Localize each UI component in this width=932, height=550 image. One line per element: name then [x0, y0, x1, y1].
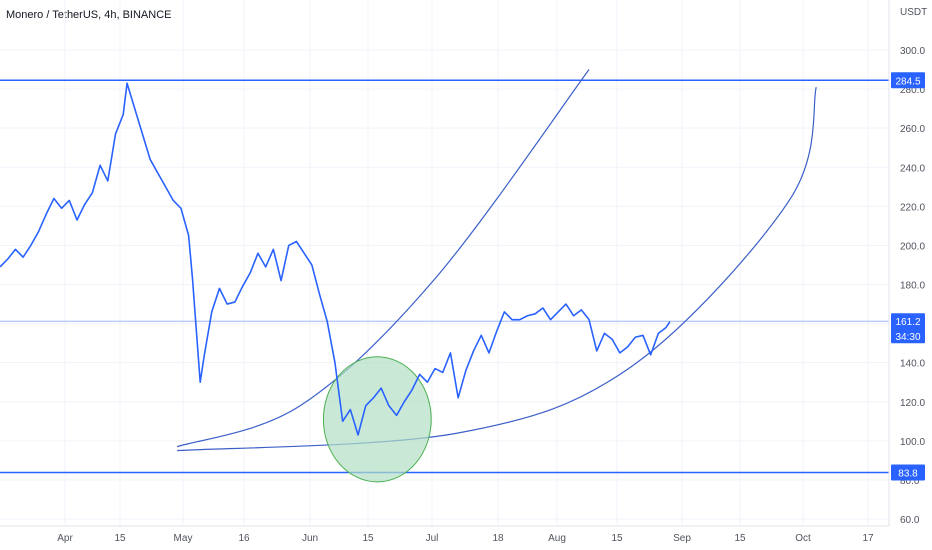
parabolic-curve — [177, 86, 817, 452]
x-tick-label: Jul — [426, 533, 439, 544]
x-tick-label: 15 — [611, 533, 623, 544]
y-tick-label: 200.0 — [900, 241, 925, 252]
currency-label: USDT — [900, 7, 927, 18]
countdown-text: 34:30 — [895, 332, 920, 343]
chart-title: Monero / TetherUS, 4h, BINANCE — [6, 9, 172, 21]
y-tick-label: 80.0 — [900, 476, 920, 487]
last-price-badge-text: 161.2 — [895, 317, 920, 328]
highlight-ellipse — [322, 356, 432, 483]
x-tick-label: Apr — [57, 533, 73, 544]
y-tick-label: 240.0 — [900, 163, 925, 174]
y-tick-label: 60.0 — [900, 515, 920, 526]
y-tick-label: 140.0 — [900, 359, 925, 370]
price-badges: 284.5 83.8 161.2 34:30 — [891, 72, 925, 481]
x-tick-label: Jun — [302, 533, 318, 544]
x-tick-label: Sep — [673, 533, 691, 544]
price-line — [0, 82, 671, 436]
x-tick-label: Aug — [548, 533, 566, 544]
y-tick-label: 120.0 — [900, 398, 925, 409]
y-tick-label: 300.0 — [900, 46, 925, 57]
x-tick-label: 17 — [862, 533, 874, 544]
resistance-badge — [891, 72, 925, 89]
x-tick-label: 15 — [114, 533, 126, 544]
y-tick-label: 280.0 — [900, 85, 925, 96]
x-tick-label: 15 — [362, 533, 374, 544]
y-tick-label: 180.0 — [900, 281, 925, 292]
support-badge — [891, 464, 925, 481]
x-tick-label: May — [174, 533, 193, 544]
support-badge-text: 83.8 — [898, 468, 918, 479]
y-tick-label: 100.0 — [900, 437, 925, 448]
grid — [0, 0, 889, 526]
parabolic-curve — [176, 69, 590, 448]
x-tick-label: 15 — [734, 533, 746, 544]
drawings — [0, 69, 889, 483]
x-tick-label: 18 — [492, 533, 504, 544]
x-tick-label: 16 — [238, 533, 250, 544]
last-price-badge — [891, 313, 925, 344]
y-tick-label: 260.0 — [900, 124, 925, 135]
resistance-badge-text: 284.5 — [895, 76, 920, 87]
x-tick-label: Oct — [795, 533, 811, 544]
y-tick-label: 220.0 — [900, 202, 925, 213]
price-series — [0, 82, 671, 436]
